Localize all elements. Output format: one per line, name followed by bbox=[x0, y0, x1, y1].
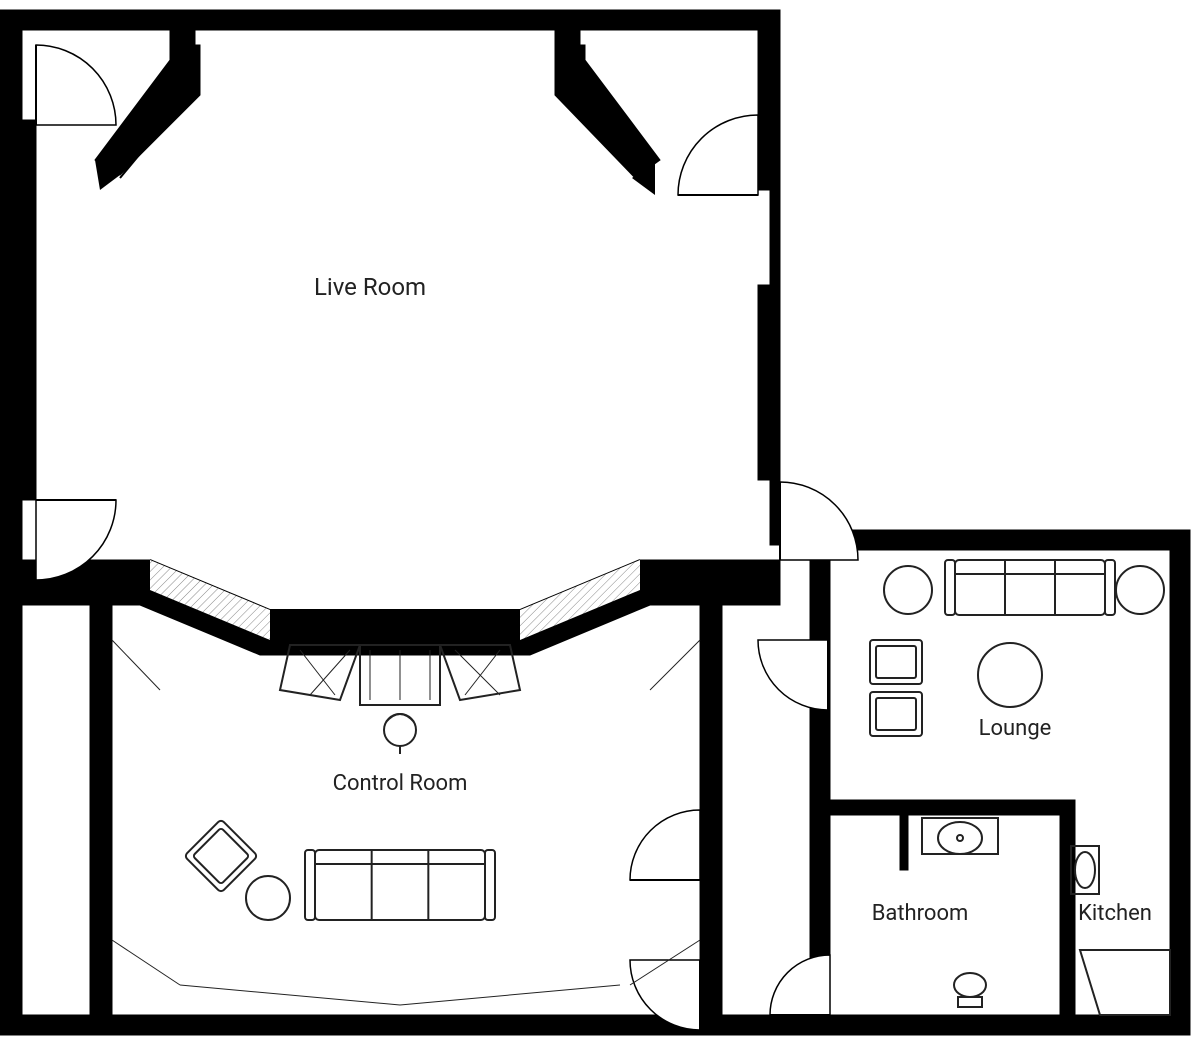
wall-live_left_short bbox=[22, 120, 36, 210]
wall-control_right bbox=[700, 605, 722, 1015]
wall-live_right_upper bbox=[758, 30, 770, 190]
label-control_room: Control Room bbox=[333, 771, 468, 796]
label-kitchen: Kitchen bbox=[1078, 901, 1152, 926]
label-bathroom: Bathroom bbox=[872, 901, 969, 926]
wall-pillar_top_left bbox=[170, 30, 195, 45]
wall-live_left_below bbox=[22, 210, 36, 500]
label-live_room: Live Room bbox=[314, 273, 426, 301]
floorplan-svg: Live Room Control Room Lounge Bathroom Kitch… bbox=[0, 0, 1200, 1043]
wall-control_left bbox=[90, 605, 112, 1015]
label-lounge: Lounge bbox=[979, 716, 1052, 741]
canvas-bg bbox=[0, 0, 1200, 1043]
wall-pillar_top_right bbox=[555, 30, 580, 45]
wall-interior_vert bbox=[810, 550, 830, 1015]
wall-live_right_lower bbox=[758, 285, 770, 480]
wall-bath_sink_wall bbox=[900, 815, 908, 870]
